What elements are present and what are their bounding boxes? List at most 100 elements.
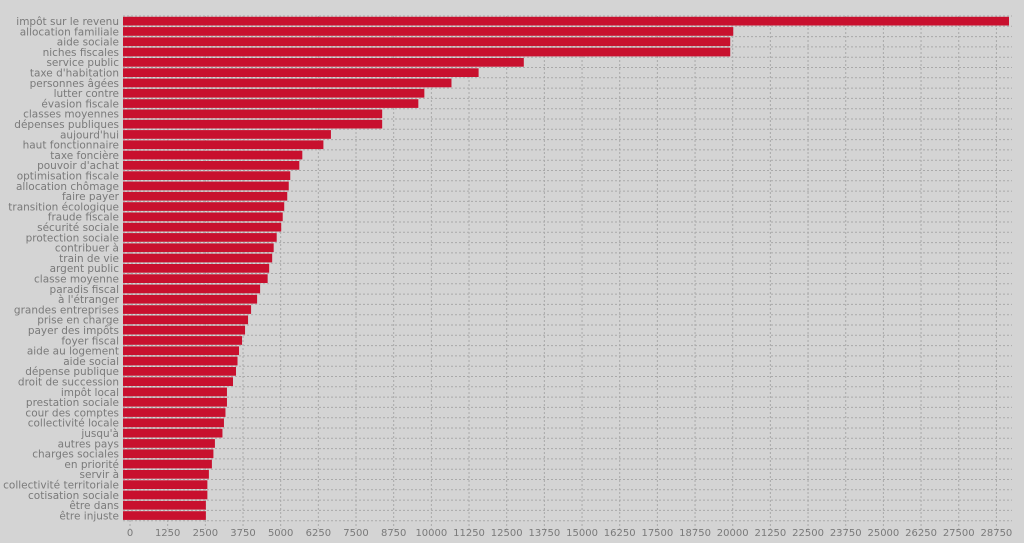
- category-label: en priorité: [64, 459, 119, 471]
- category-label: niches fiscales: [43, 47, 119, 59]
- bar: [123, 181, 289, 191]
- x-tick-label: 3750: [230, 528, 255, 539]
- bar: [123, 140, 324, 150]
- x-tick-label: 1250: [155, 528, 180, 539]
- gridlines: [123, 15, 1012, 529]
- bar: [123, 16, 1009, 26]
- bar: [123, 130, 331, 139]
- bar: [123, 233, 277, 242]
- x-tick-label: 21250: [754, 528, 786, 539]
- category-label: aide social: [63, 356, 119, 368]
- x-tick-label: 27500: [943, 528, 975, 539]
- category-label: collectivité locale: [28, 418, 119, 430]
- category-label: évasion fiscale: [41, 98, 119, 110]
- category-label: à l'étranger: [58, 294, 120, 306]
- bar: [123, 88, 425, 98]
- bar: [123, 58, 524, 67]
- x-tick-label: 26250: [905, 528, 937, 539]
- category-label: lutter contre: [54, 88, 119, 100]
- x-tick-label: 25000: [867, 528, 899, 539]
- bar: [123, 428, 223, 438]
- category-label: aide sociale: [57, 37, 119, 49]
- x-tick-label: 20000: [717, 528, 749, 539]
- bar: [123, 294, 258, 304]
- bar: [123, 511, 206, 520]
- bar: [123, 27, 734, 36]
- bar: [123, 202, 285, 211]
- x-tick-label: 13750: [528, 528, 560, 539]
- bar: [123, 47, 731, 57]
- x-tick-label: 8750: [381, 528, 406, 539]
- category-label: paradis fiscal: [50, 284, 119, 296]
- x-tick-label: 11250: [453, 528, 485, 539]
- category-label: contribuer à: [55, 243, 119, 255]
- category-label: aujourd'hui: [60, 129, 119, 141]
- category-label: taxe foncière: [50, 150, 119, 162]
- category-label: dépense publique: [25, 366, 119, 378]
- bar: [123, 387, 227, 397]
- x-tick-labels: 0 1250 2500 3750 5000 6250 7500 8750 10000 11250 1…: [127, 528, 1012, 539]
- x-tick-label: 12500: [491, 528, 523, 539]
- category-label: classes moyennes: [23, 109, 119, 121]
- bar: [123, 78, 452, 88]
- category-label: foyer fiscal: [61, 335, 119, 347]
- category-label: haut fonctionnaire: [23, 140, 119, 152]
- category-label: faire payer: [62, 191, 120, 203]
- bar: [123, 109, 383, 119]
- category-label: être injuste: [59, 510, 119, 522]
- bar: [123, 68, 479, 77]
- bar: [123, 346, 240, 356]
- bar: [123, 490, 208, 500]
- category-label: être dans: [69, 500, 119, 512]
- bar: [123, 119, 383, 129]
- bar: [123, 315, 249, 325]
- bar: [123, 222, 282, 232]
- x-tick-label: 17500: [641, 528, 673, 539]
- category-label: allocation chômage: [16, 181, 119, 193]
- category-label: autres pays: [58, 438, 119, 450]
- x-tick-label: 23750: [830, 528, 862, 539]
- category-label: servir à: [80, 469, 119, 481]
- bar: [123, 449, 214, 459]
- bars: [123, 16, 1009, 520]
- bar: [123, 171, 291, 180]
- bar: [123, 470, 209, 479]
- category-label: fraude fiscale: [48, 212, 119, 224]
- x-tick-label: 15000: [566, 528, 598, 539]
- bar: [123, 284, 261, 294]
- bar: [123, 439, 215, 448]
- category-label: jusqu'à: [80, 428, 119, 440]
- bar: [123, 37, 731, 47]
- category-label: cotisation sociale: [28, 490, 119, 502]
- bar: [123, 99, 419, 108]
- x-tick-label: 7500: [343, 528, 368, 539]
- category-label: optimisation fiscale: [17, 170, 119, 182]
- category-label: protection sociale: [26, 232, 119, 244]
- bar: [123, 356, 238, 366]
- bar: [123, 377, 233, 386]
- category-label: prestation sociale: [26, 397, 119, 409]
- category-label: classe moyenne: [34, 273, 119, 285]
- x-tick-label: 18750: [679, 528, 711, 539]
- bar: [123, 264, 270, 273]
- bar: [123, 191, 288, 201]
- bar: [123, 459, 212, 469]
- category-label: transition écologique: [8, 201, 119, 213]
- category-label: personnes âgées: [30, 78, 119, 90]
- category-label: service public: [46, 57, 119, 69]
- x-tick-label: 22500: [792, 528, 824, 539]
- x-tick-label: 6250: [306, 528, 331, 539]
- category-label: impôt local: [61, 387, 119, 399]
- category-label: droit de succession: [18, 376, 119, 388]
- category-label: charges sociales: [32, 449, 119, 461]
- bar: [123, 150, 303, 160]
- bar: [123, 305, 252, 314]
- bar: [123, 336, 243, 345]
- bar: [123, 480, 208, 489]
- bar: [123, 408, 226, 417]
- category-label: taxe d'habitation: [30, 67, 119, 79]
- bar: [123, 274, 268, 283]
- category-label: cour des comptes: [25, 407, 119, 419]
